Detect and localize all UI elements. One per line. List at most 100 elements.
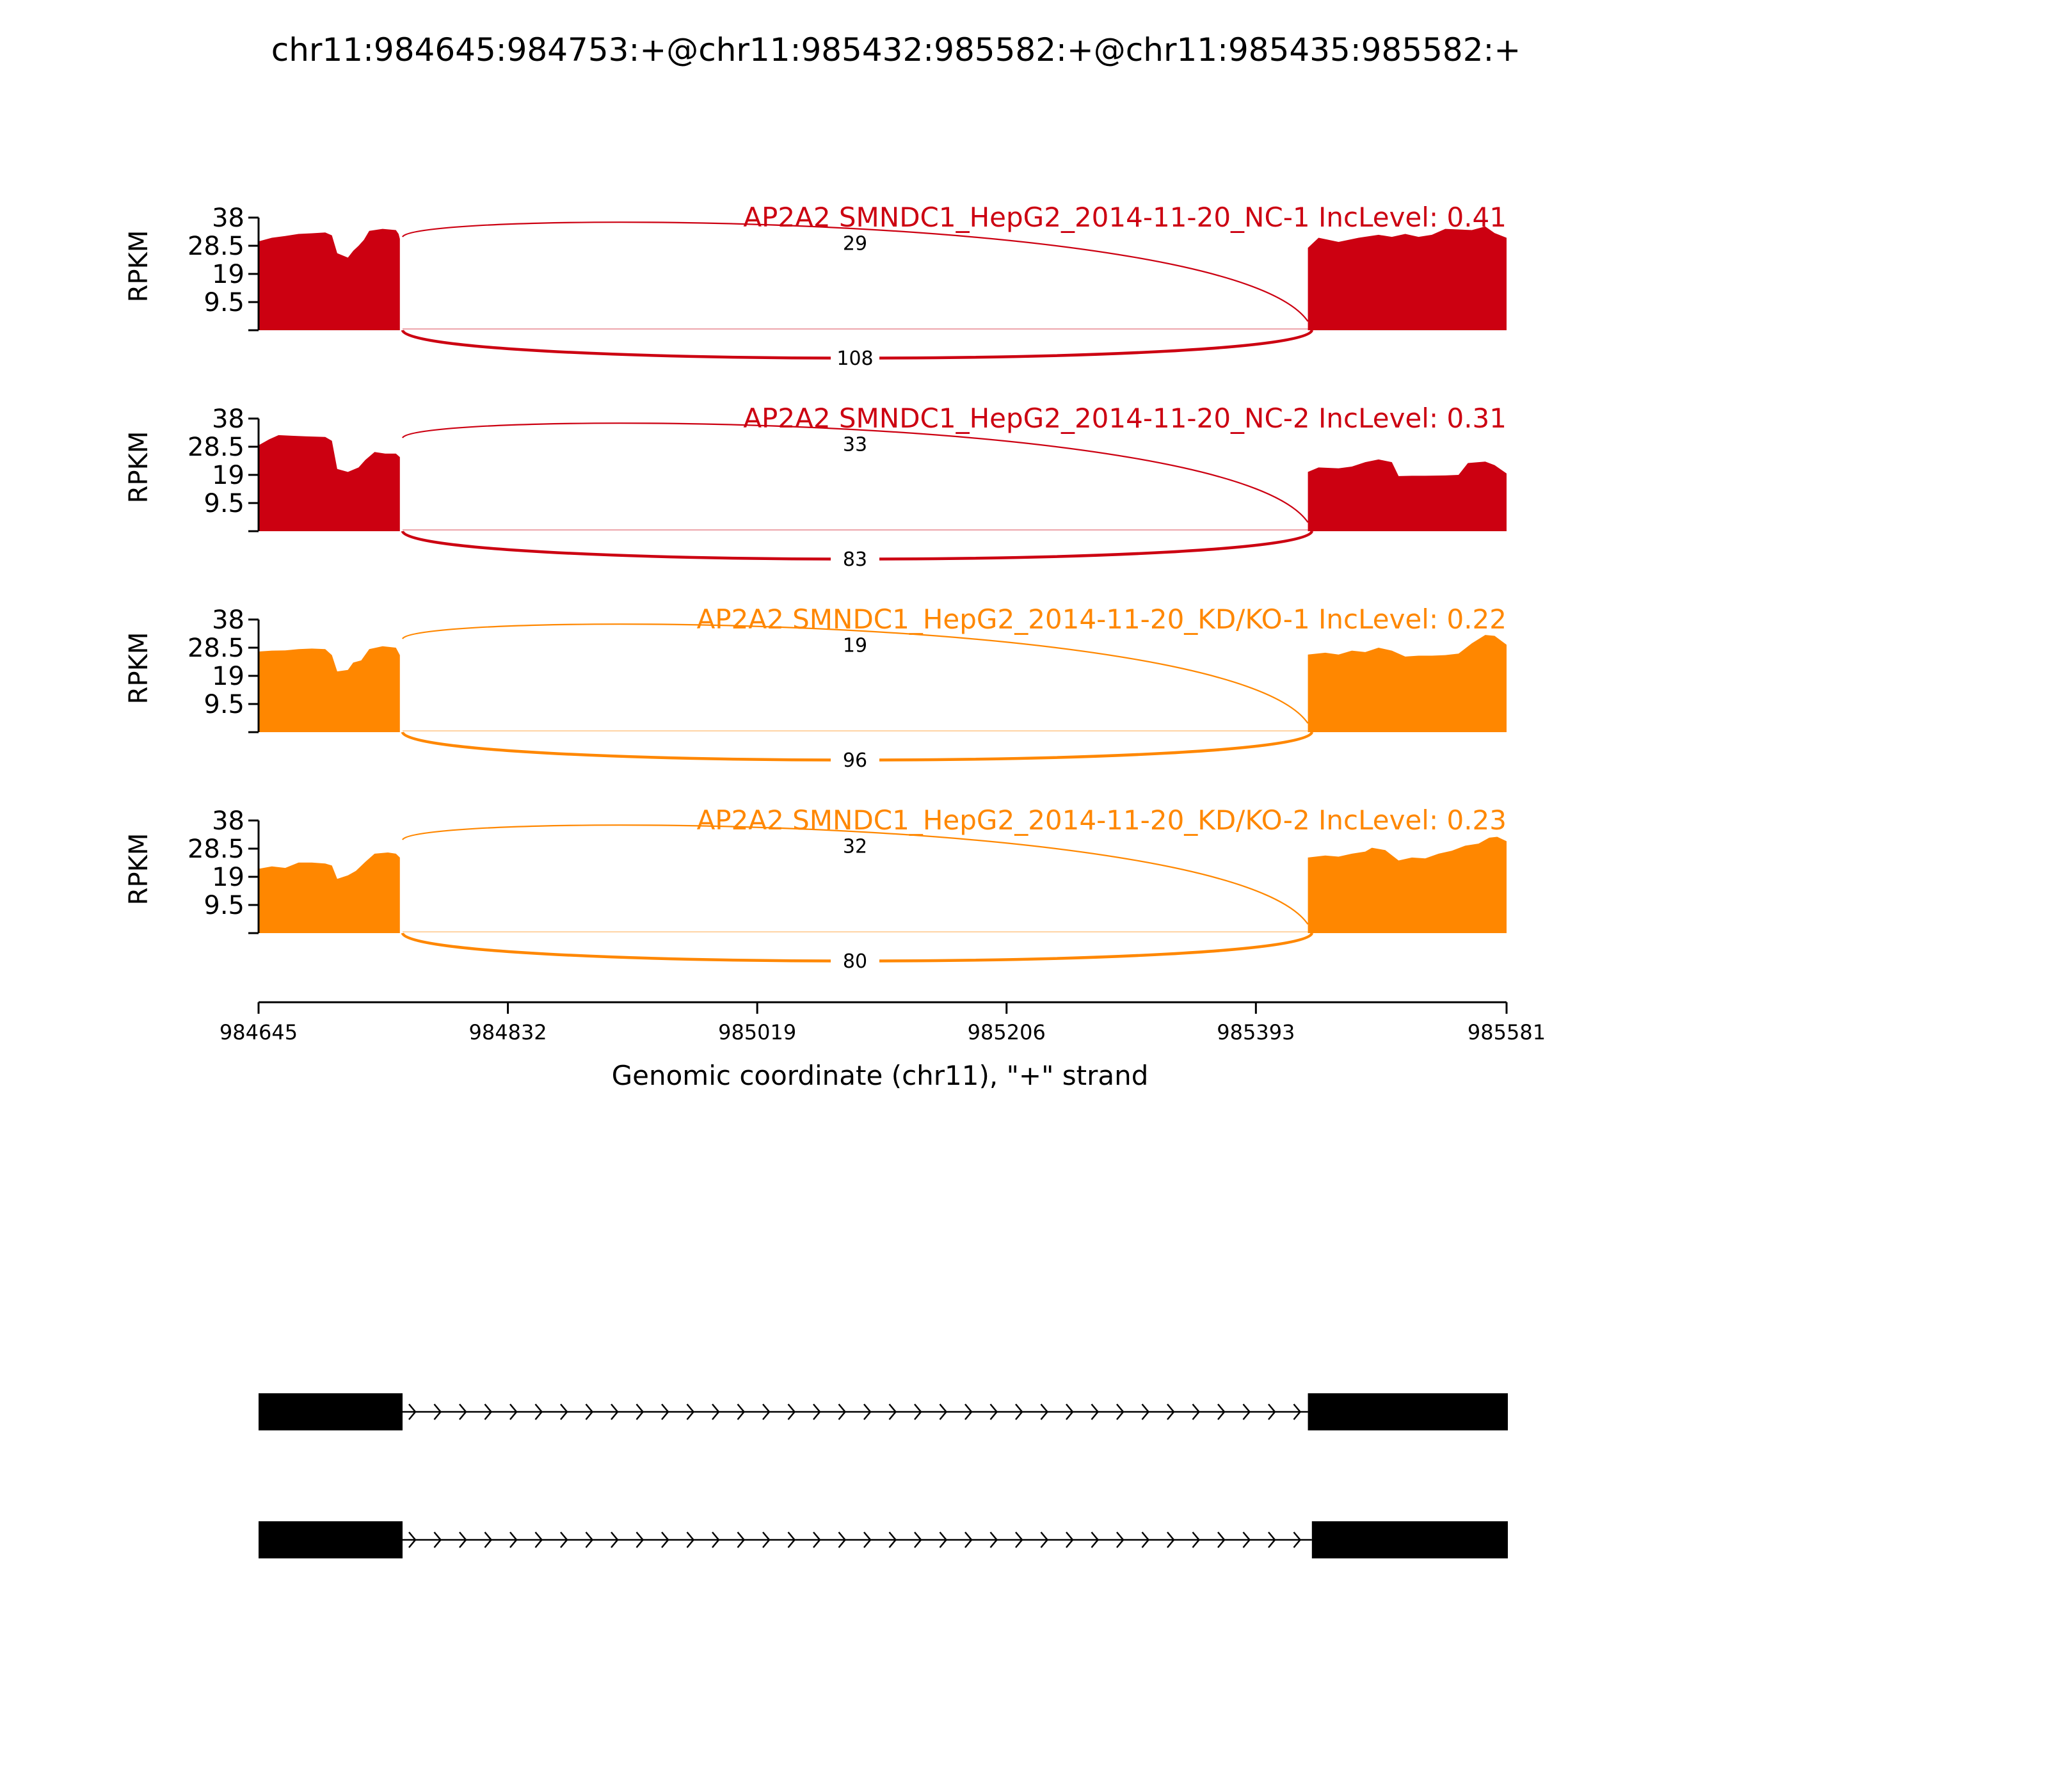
junction-count: 19: [843, 634, 867, 657]
strand-arrow: [534, 1404, 543, 1420]
strand-arrow: [1091, 1532, 1100, 1548]
y-tick-label: 28.5: [188, 433, 244, 462]
coverage-exon1: [259, 646, 400, 732]
exon-block: [1308, 1393, 1508, 1430]
junction-label-bg: [831, 231, 879, 255]
strand-arrow: [484, 1404, 493, 1420]
junction-count: 80: [843, 950, 867, 973]
junction-count: 32: [843, 835, 867, 858]
strand-arrow: [1116, 1404, 1124, 1420]
y-tick-label: 38: [212, 404, 244, 434]
sample-label: AP2A2 SMNDC1_HepG2_2014-11-20_KD/KO-2 In…: [697, 804, 1507, 836]
y-axis-label: RPKM: [124, 833, 154, 906]
strand-arrow: [939, 1404, 948, 1420]
junction-arc: [402, 824, 1309, 925]
y-tick-label: 38: [212, 806, 244, 836]
junction-label-bg: [831, 346, 879, 369]
strand-arrow: [1293, 1404, 1302, 1420]
strand-arrow: [459, 1404, 467, 1420]
strand-arrow: [989, 1404, 998, 1420]
x-tick-label: 984832: [469, 1020, 547, 1044]
x-tick-label: 985206: [968, 1020, 1046, 1044]
x-tick-label: 985019: [718, 1020, 796, 1044]
coverage-exon2: [1308, 635, 1507, 732]
strand-arrow: [863, 1532, 872, 1548]
y-axis-label: RPKM: [124, 431, 154, 504]
strand-arrow: [1015, 1532, 1023, 1548]
strand-arrow: [787, 1404, 796, 1420]
strand-arrow: [661, 1404, 669, 1420]
sample-label: AP2A2 SMNDC1_HepG2_2014-11-20_NC-1 IncLe…: [743, 202, 1507, 233]
x-tick-label: 985581: [1468, 1020, 1546, 1044]
strand-arrow: [762, 1532, 771, 1548]
y-tick-label: 38: [212, 204, 244, 233]
y-tick-label: 28.5: [188, 835, 244, 864]
strand-arrow: [585, 1532, 594, 1548]
strand-arrow: [661, 1532, 669, 1548]
strand-arrow: [1293, 1532, 1302, 1548]
y-tick-label: 9.5: [204, 288, 244, 317]
strand-arrow: [1192, 1532, 1201, 1548]
x-tick-label: 984645: [220, 1020, 298, 1044]
y-axis-label: RPKM: [124, 230, 154, 303]
y-tick-label: 38: [212, 605, 244, 635]
junction-label-bg: [831, 547, 879, 570]
strand-arrow: [534, 1532, 543, 1548]
y-tick-label: 9.5: [204, 891, 244, 920]
sample-label: AP2A2 SMNDC1_HepG2_2014-11-20_KD/KO-1 In…: [697, 604, 1507, 635]
strand-arrow: [1242, 1404, 1251, 1420]
strand-arrow: [509, 1532, 518, 1548]
strand-arrow: [585, 1404, 594, 1420]
x-axis-title: Genomic coordinate (chr11), "+" strand: [612, 1060, 1149, 1091]
strand-arrow: [433, 1532, 442, 1548]
junction-arc: [402, 623, 1309, 724]
strand-arrow: [1268, 1532, 1276, 1548]
y-tick-label: 9.5: [204, 690, 244, 719]
strand-arrow: [888, 1532, 897, 1548]
strand-arrow: [1141, 1532, 1150, 1548]
strand-arrow: [560, 1532, 568, 1548]
y-tick-label: 19: [212, 260, 244, 289]
strand-arrow: [1217, 1532, 1226, 1548]
strand-arrow: [1116, 1532, 1124, 1548]
strand-arrow: [787, 1532, 796, 1548]
y-tick-label: 19: [212, 461, 244, 490]
strand-arrow: [686, 1404, 695, 1420]
junction-arc: [402, 422, 1309, 523]
junction-count: 96: [843, 749, 867, 772]
strand-arrow: [408, 1404, 417, 1420]
strand-arrow: [686, 1532, 695, 1548]
strand-arrow: [964, 1532, 973, 1548]
coverage-exon1: [259, 228, 400, 330]
strand-arrow: [737, 1532, 746, 1548]
coverage-exon2: [1308, 459, 1507, 531]
y-axis-label: RPKM: [124, 632, 154, 705]
strand-arrow: [509, 1404, 518, 1420]
gene-model-track: [259, 1393, 1508, 1558]
strand-arrow: [636, 1532, 644, 1548]
strand-arrow: [964, 1404, 973, 1420]
x-tick-label: 985393: [1217, 1020, 1295, 1044]
strand-arrow: [1268, 1404, 1276, 1420]
strand-arrow: [863, 1404, 872, 1420]
strand-arrow: [1091, 1404, 1100, 1420]
x-axis: 984645 984832 985019 985206 985393 985581: [220, 1001, 1546, 1044]
coverage-exon2: [1308, 836, 1507, 933]
strand-arrow: [888, 1404, 897, 1420]
strand-arrow: [712, 1404, 720, 1420]
strand-arrow: [611, 1532, 619, 1548]
strand-arrow: [1040, 1532, 1049, 1548]
junction-label-bg: [831, 432, 879, 456]
strand-arrow: [1242, 1532, 1251, 1548]
strand-arrow: [433, 1404, 442, 1420]
sample-label: AP2A2 SMNDC1_HepG2_2014-11-20_NC-2 IncLe…: [743, 403, 1507, 434]
strand-arrow: [838, 1404, 847, 1420]
exon-block: [259, 1521, 403, 1558]
junction-label-bg: [831, 834, 879, 858]
strand-arrow: [1217, 1404, 1226, 1420]
strand-arrow: [712, 1532, 720, 1548]
strand-arrow: [737, 1404, 746, 1420]
